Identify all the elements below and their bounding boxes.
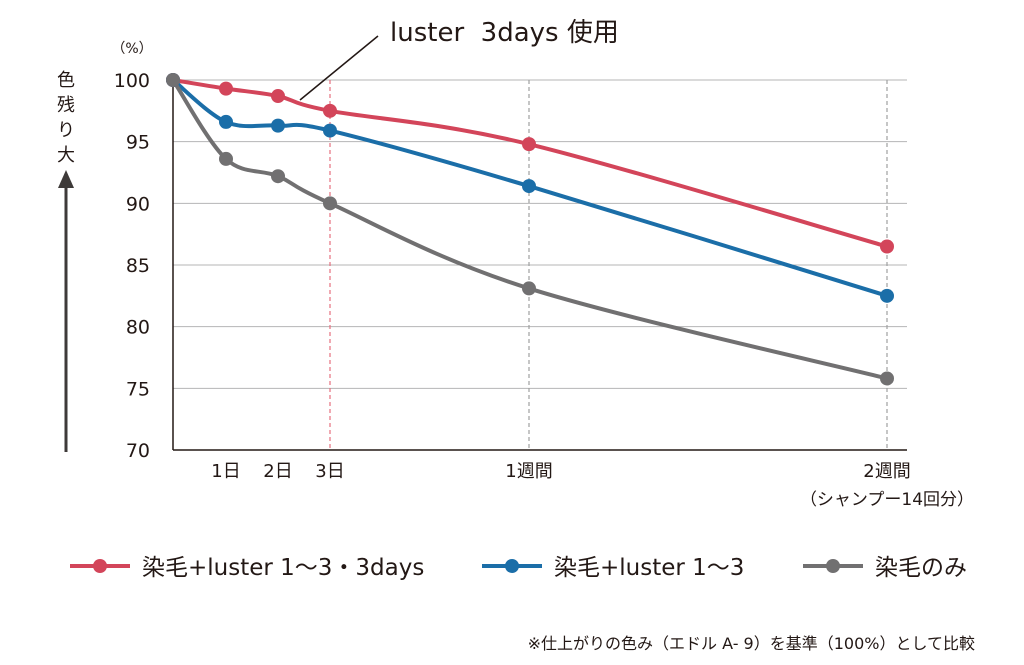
annotation-text: luster 3days 使用 [390, 18, 619, 48]
data-point-series-3 [271, 169, 285, 184]
data-point-series-3 [219, 151, 233, 166]
data-point-series-2 [271, 118, 285, 133]
x-tick-label: 3日 [315, 461, 344, 482]
data-point-series-1 [271, 89, 285, 104]
y-axis-label-char: 残 [57, 95, 75, 116]
y-tick-label: 85 [126, 255, 150, 277]
annotation-group: luster 3days 使用 [299, 18, 619, 101]
data-point-series-1 [323, 103, 337, 118]
data-point-series-3 [166, 73, 180, 87]
legend-marker-2 [505, 559, 519, 573]
data-point-series-2 [880, 288, 894, 303]
data-point-series-3 [880, 371, 894, 386]
legend-marker-3 [826, 559, 840, 573]
y-tick-label: 90 [126, 193, 150, 215]
data-point-series-1 [880, 239, 894, 254]
x-tick-label: 1週間 [505, 461, 552, 482]
x-tick-label: 1日 [211, 461, 240, 482]
data-point-series-2 [522, 179, 536, 194]
series-points [166, 73, 894, 386]
data-point-series-1 [522, 137, 536, 152]
x-sublabel: （シャンプー14回分） [800, 490, 974, 510]
legend: 染毛+luster 1〜3・3days 染毛+luster 1〜3 染毛のみ [70, 555, 967, 581]
legend-label-2: 染毛+luster 1〜3 [554, 555, 744, 581]
y-tick-labels: 100 95 90 85 80 75 70 [114, 70, 150, 462]
x-tick-label: 2週間 [863, 461, 910, 482]
y-arrow-head [58, 170, 74, 188]
annotation-leader-line [299, 35, 379, 101]
footnote: ※仕上がりの色み（エドル A- 9）を基準（100%）として比較 [528, 634, 975, 653]
data-point-series-3 [323, 196, 337, 211]
legend-label-3: 染毛のみ [875, 555, 967, 581]
y-axis-label-char: 大 [57, 145, 75, 166]
legend-marker-1 [93, 559, 107, 573]
y-axis-label-char: 色 [57, 70, 75, 91]
y-tick-label: 75 [126, 378, 150, 400]
axes [172, 80, 907, 451]
y-tick-label: 100 [114, 70, 150, 92]
y-tick-label: 70 [126, 440, 150, 462]
legend-label-1: 染毛+luster 1〜3・3days [142, 555, 424, 581]
y-axis-label: 色残り大 [57, 70, 75, 166]
data-point-series-2 [323, 123, 337, 138]
y-tick-label: 95 [126, 132, 150, 154]
gridlines [173, 79, 907, 389]
data-point-series-2 [219, 114, 233, 129]
y-unit-label: （%） [111, 41, 152, 57]
series-line-1 [172, 78, 888, 249]
y-axis-label-char: り [57, 120, 75, 141]
data-point-series-1 [219, 81, 233, 96]
x-tick-labels: 1日 2日 3日 1週間 2週間 [211, 461, 910, 482]
reference-lines [329, 80, 888, 450]
y-axis-label-group: 色残り大 [57, 70, 75, 452]
data-point-series-3 [522, 281, 536, 296]
x-tick-label: 2日 [263, 461, 292, 482]
y-tick-label: 80 [126, 317, 150, 339]
